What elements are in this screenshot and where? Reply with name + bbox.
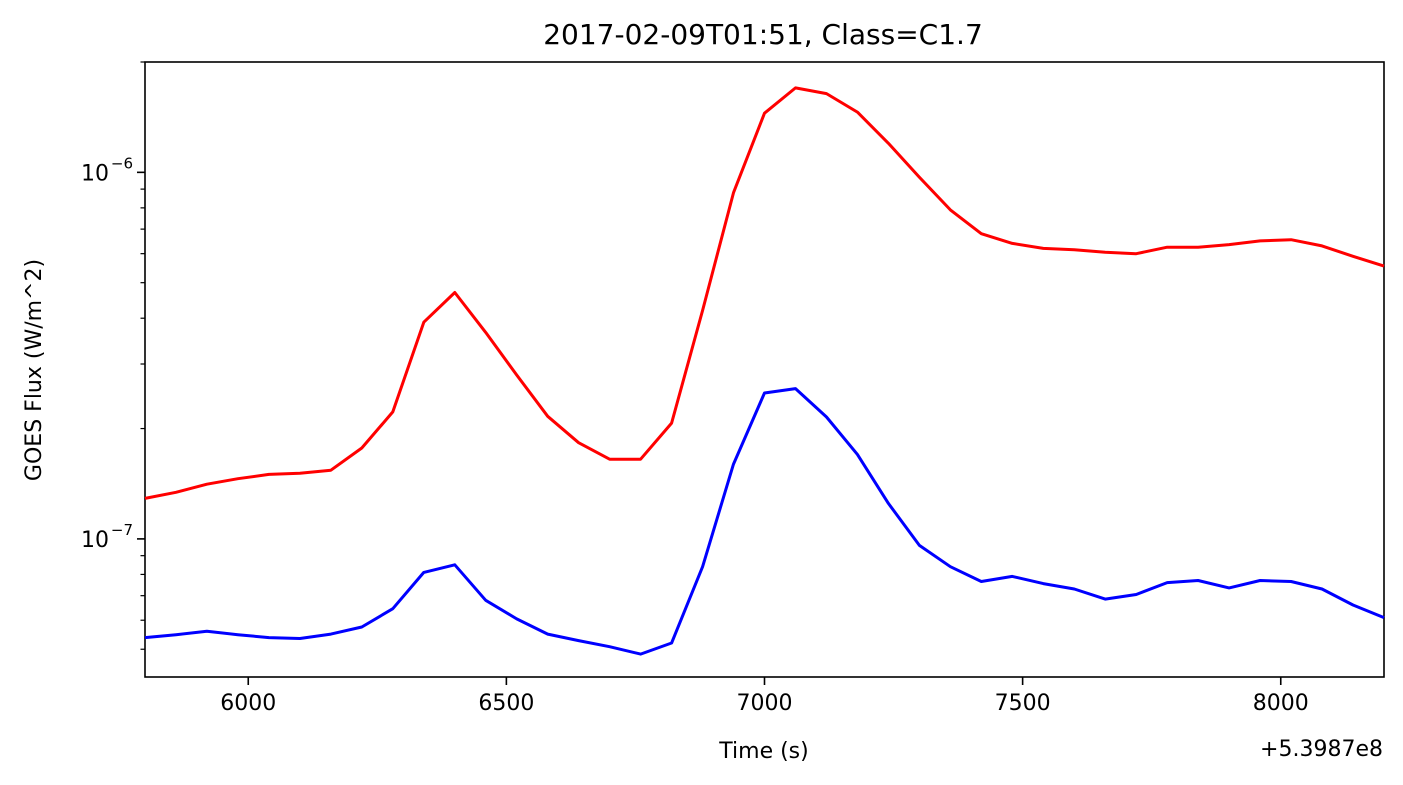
series-line-1 — [144, 387, 1385, 656]
x-tick-label: 7000 — [737, 691, 793, 716]
plot-frame — [144, 61, 1385, 678]
y-tick-exponent: −6 — [111, 154, 133, 172]
x-offset-label: +5.3987e8 — [1260, 737, 1383, 762]
y-tick-label: 10 — [81, 161, 109, 186]
y-tick-label: 10 — [81, 528, 109, 553]
plot-area — [144, 61, 1385, 678]
x-tick-label: 7500 — [995, 691, 1051, 716]
series-line-0 — [144, 86, 1385, 500]
x-tick-label: 6500 — [478, 691, 534, 716]
series-layer — [144, 86, 1385, 656]
y-tick-exponent: −7 — [111, 521, 133, 539]
x-axis-ticks: 6000 6500 7000 7500 8000 — [220, 677, 1309, 716]
chart-title: 2017-02-09T01:51, Class=C1.7 — [543, 18, 983, 51]
x-tick-label: 6000 — [220, 691, 276, 716]
x-tick-label: 8000 — [1253, 691, 1309, 716]
x-axis-label: Time (s) — [718, 739, 808, 764]
y-axis-ticks: 10−710−6 — [81, 61, 145, 650]
y-axis-label: GOES Flux (W/m^2) — [22, 259, 47, 481]
